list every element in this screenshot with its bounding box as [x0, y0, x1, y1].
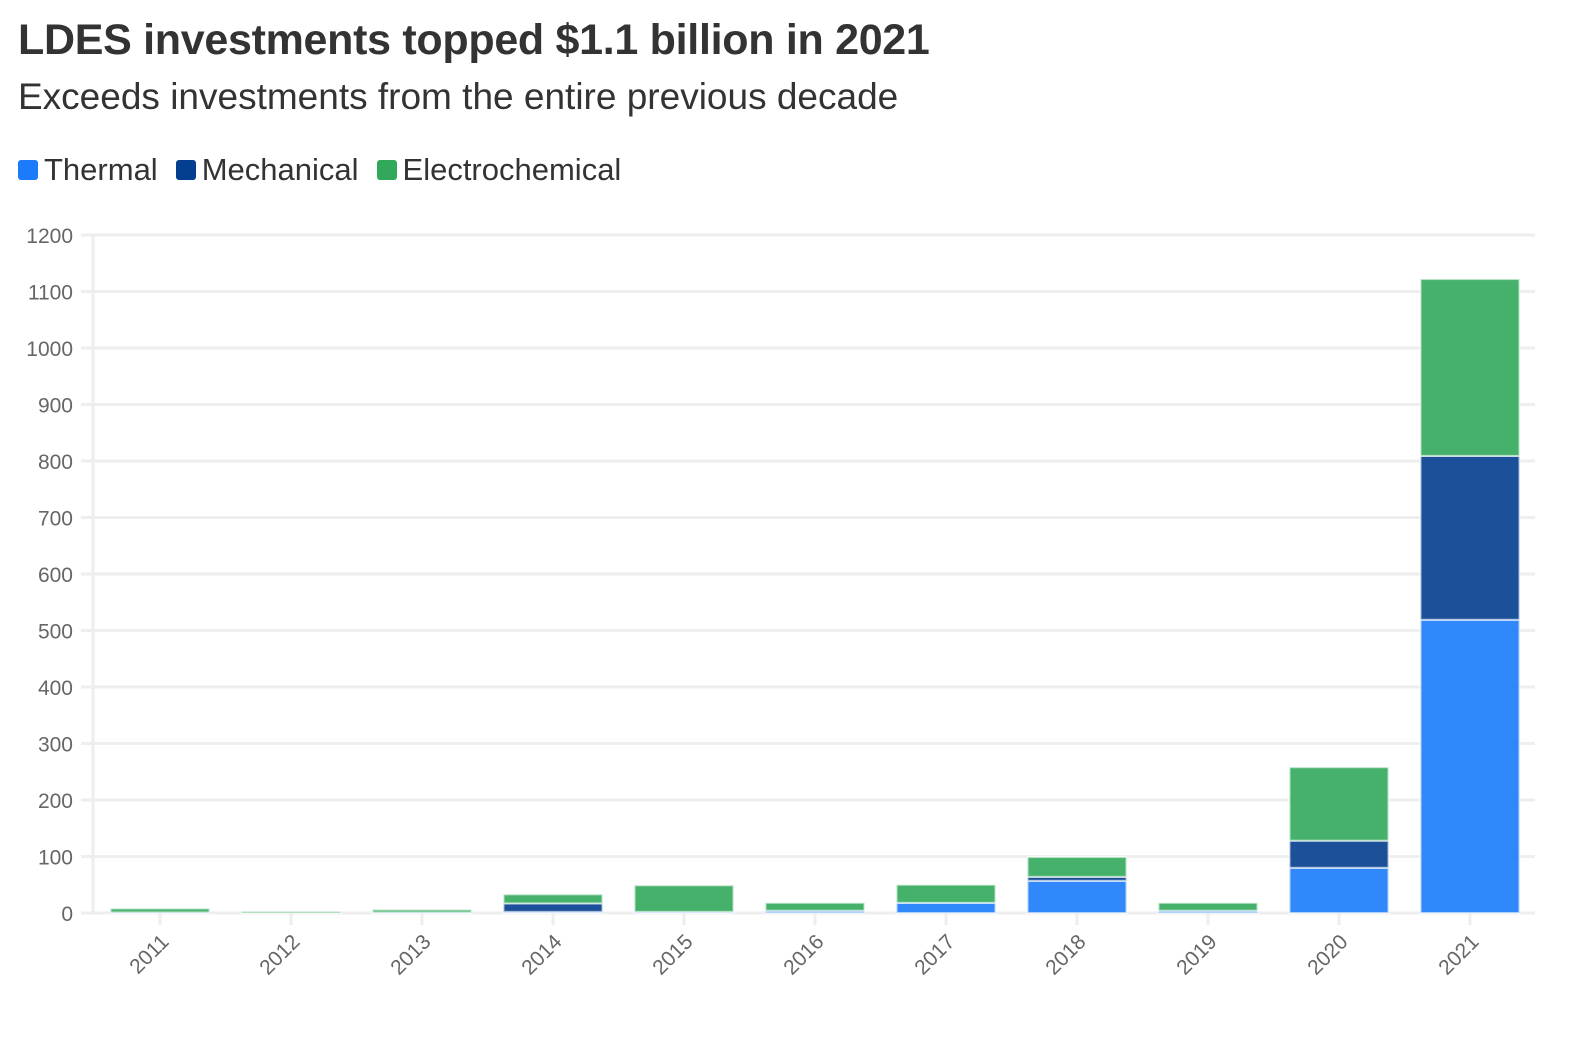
legend: Thermal Mechanical Electrochemical: [18, 152, 639, 188]
bar-electrochemical-2013[interactable]: [371, 908, 473, 914]
bar-mechanical-2020[interactable]: [1288, 839, 1390, 869]
legend-item-electrochemical[interactable]: Electrochemical: [376, 152, 622, 188]
bar-mechanical-2014[interactable]: [502, 902, 604, 913]
bar-thermal-2021[interactable]: [1419, 618, 1521, 914]
x-tick-label: 2016: [779, 930, 828, 979]
legend-swatch-mechanical: [175, 160, 196, 180]
y-tick-label: 200: [38, 790, 73, 813]
bar-electrochemical-2011[interactable]: [109, 907, 211, 914]
x-tick-label: 2020: [1303, 930, 1352, 979]
x-tick-label: 2017: [910, 930, 959, 979]
y-tick-label: 300: [38, 734, 73, 757]
legend-item-mechanical[interactable]: Mechanical: [175, 152, 359, 188]
x-tick-label: 2019: [1172, 930, 1221, 979]
x-tick-label: 2011: [125, 930, 173, 978]
bar-thermal-2020[interactable]: [1288, 866, 1390, 914]
bar-thermal-2017[interactable]: [895, 901, 997, 915]
x-tick-label: 2012: [255, 930, 304, 979]
y-tick-label: 1100: [28, 282, 73, 305]
y-tick-label: 1200: [26, 225, 73, 248]
legend-label: Thermal: [44, 152, 158, 187]
legend-item-thermal[interactable]: Thermal: [18, 152, 158, 188]
x-tick-label: 2013: [386, 930, 435, 979]
chart-subtitle: Exceeds investments from the entire prev…: [18, 76, 899, 117]
bar-electrochemical-2020[interactable]: [1288, 766, 1390, 842]
y-tick-label: 700: [38, 508, 73, 531]
bar-electrochemical-2016[interactable]: [764, 901, 866, 912]
bar-mechanical-2021[interactable]: [1419, 454, 1521, 621]
y-tick-label: 900: [38, 395, 73, 418]
legend-label: Mechanical: [201, 152, 359, 187]
chart-title: LDES investments topped $1.1 billion in …: [18, 16, 930, 64]
bars: [109, 278, 1521, 915]
x-tick-label: 2014: [517, 930, 567, 980]
y-tick-label: 500: [38, 621, 73, 644]
x-tick-label: 2015: [648, 930, 697, 979]
legend-swatch-thermal: [18, 160, 38, 180]
bar-electrochemical-2014[interactable]: [502, 893, 604, 905]
y-tick-label: 400: [38, 677, 73, 700]
y-axis: 0 100 200 300 400 500 600 700 800 900 1000 1100 1200: [26, 225, 73, 926]
bar-electrochemical-2012[interactable]: [240, 910, 342, 914]
legend-label: Electrochemical: [402, 152, 622, 187]
y-tick-label: 600: [38, 564, 73, 587]
y-tick-label: 0: [61, 903, 73, 926]
y-tick-label: 1000: [26, 338, 73, 361]
bar-electrochemical-2015[interactable]: [633, 884, 735, 913]
bar-electrochemical-2021[interactable]: [1419, 278, 1521, 457]
bar-electrochemical-2019[interactable]: [1157, 901, 1259, 912]
bar-thermal-2018[interactable]: [1026, 879, 1128, 914]
x-tick-label: 2018: [1041, 930, 1090, 979]
bar-electrochemical-2018[interactable]: [1026, 856, 1128, 878]
bar-electrochemical-2017[interactable]: [895, 883, 997, 904]
y-tick-label: 800: [38, 451, 73, 474]
legend-swatch-electrochemical: [376, 160, 397, 180]
x-tick-label: 2021: [1434, 930, 1483, 979]
x-axis: 2011 2012 2013 2014 2015 2016 2017 2018 2019 2020…: [125, 913, 1484, 980]
y-tick-label: 100: [38, 847, 73, 870]
